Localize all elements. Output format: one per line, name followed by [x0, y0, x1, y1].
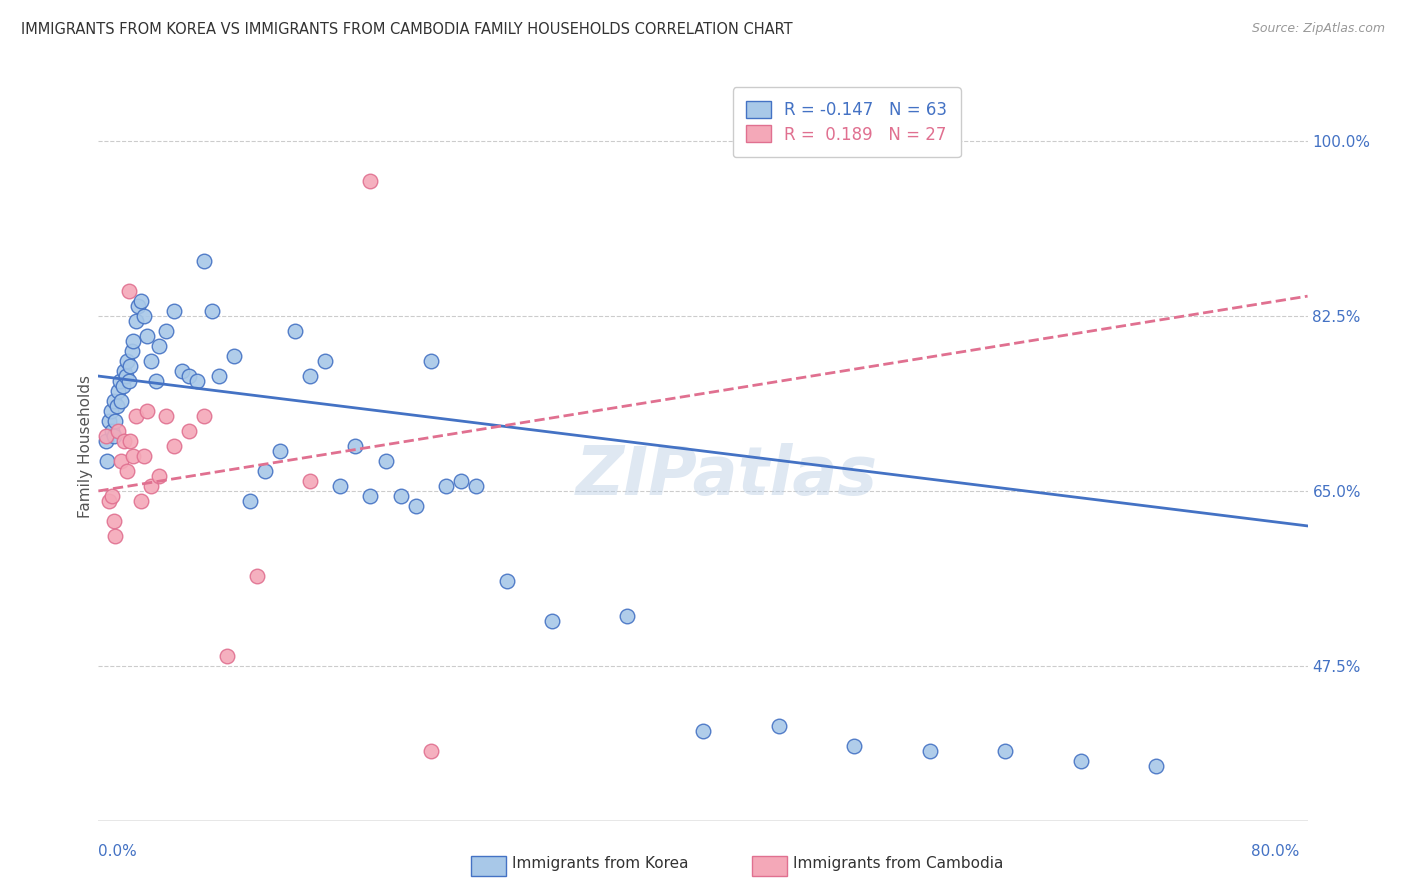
Point [253, 464, 276, 478]
Point [389, 489, 412, 503]
Point [94, 429, 117, 443]
Y-axis label: Family Households: Family Households [77, 375, 93, 517]
Point [105, 399, 128, 413]
Point [246, 569, 269, 583]
Point [434, 479, 457, 493]
Point [125, 314, 148, 328]
Point [112, 364, 135, 378]
Point [155, 324, 177, 338]
Point [450, 474, 472, 488]
Point [1070, 754, 1092, 768]
Point [269, 444, 291, 458]
Point [314, 354, 336, 368]
Point [163, 439, 186, 453]
Point [405, 499, 427, 513]
Text: ZIPatlas: ZIPatlas [576, 443, 879, 509]
Point [540, 614, 562, 628]
Point [112, 434, 135, 448]
Point [141, 354, 163, 368]
Point [145, 374, 167, 388]
Point [844, 739, 866, 753]
Point [101, 424, 124, 438]
Point [918, 744, 941, 758]
Point [135, 404, 157, 418]
Point [132, 309, 155, 323]
Point [163, 304, 186, 318]
Point [110, 454, 132, 468]
Point [121, 344, 143, 359]
Point [193, 254, 215, 268]
Point [420, 354, 443, 368]
Point [465, 479, 488, 493]
Text: IMMIGRANTS FROM KOREA VS IMMIGRANTS FROM CAMBODIA FAMILY HOUSEHOLDS CORRELATION : IMMIGRANTS FROM KOREA VS IMMIGRANTS FROM… [21, 22, 793, 37]
Point [179, 424, 201, 438]
Point [129, 294, 152, 309]
Point [115, 354, 138, 368]
Point [107, 384, 129, 398]
Point [100, 404, 122, 418]
Point [103, 394, 125, 409]
Point [420, 744, 443, 758]
Point [132, 449, 155, 463]
Point [215, 648, 238, 663]
Point [768, 719, 790, 733]
Point [103, 514, 125, 528]
Point [360, 489, 382, 503]
Point [104, 529, 127, 543]
Text: 80.0%: 80.0% [1251, 845, 1299, 859]
Point [179, 369, 201, 384]
Point [201, 304, 224, 318]
Point [122, 449, 145, 463]
Point [115, 464, 138, 478]
Legend: R = -0.147   N = 63, R =  0.189   N = 27: R = -0.147 N = 63, R = 0.189 N = 27 [733, 87, 960, 157]
Point [120, 359, 142, 373]
Point [155, 409, 177, 423]
Point [111, 379, 134, 393]
Text: Source: ZipAtlas.com: Source: ZipAtlas.com [1251, 22, 1385, 36]
Point [96, 454, 118, 468]
Point [344, 439, 367, 453]
Point [170, 364, 193, 378]
Point [104, 414, 127, 428]
Point [360, 174, 382, 188]
Point [107, 424, 129, 438]
Point [239, 494, 262, 508]
Point [114, 369, 136, 384]
Point [495, 574, 517, 588]
Text: 0.0%: 0.0% [98, 845, 138, 859]
Point [98, 494, 121, 508]
Point [284, 324, 307, 338]
Point [98, 414, 121, 428]
Point [148, 339, 170, 353]
Point [127, 299, 149, 313]
Point [135, 329, 157, 343]
Point [94, 434, 117, 448]
Point [129, 494, 152, 508]
Text: Immigrants from Korea: Immigrants from Korea [512, 856, 689, 871]
Text: Immigrants from Cambodia: Immigrants from Cambodia [793, 856, 1004, 871]
Point [141, 479, 163, 493]
Point [1146, 758, 1168, 772]
Point [692, 723, 714, 738]
Point [103, 429, 125, 443]
Point [994, 744, 1017, 758]
Point [186, 374, 208, 388]
Point [374, 454, 396, 468]
Point [299, 369, 322, 384]
Point [118, 284, 141, 298]
Point [224, 349, 246, 363]
Point [101, 489, 124, 503]
Point [208, 369, 231, 384]
Point [329, 479, 352, 493]
Point [118, 374, 141, 388]
Point [125, 409, 148, 423]
Point [148, 469, 170, 483]
Point [299, 474, 322, 488]
Point [122, 334, 145, 348]
Point [120, 434, 142, 448]
Point [193, 409, 215, 423]
Point [110, 394, 132, 409]
Point [616, 608, 638, 623]
Point [108, 374, 131, 388]
